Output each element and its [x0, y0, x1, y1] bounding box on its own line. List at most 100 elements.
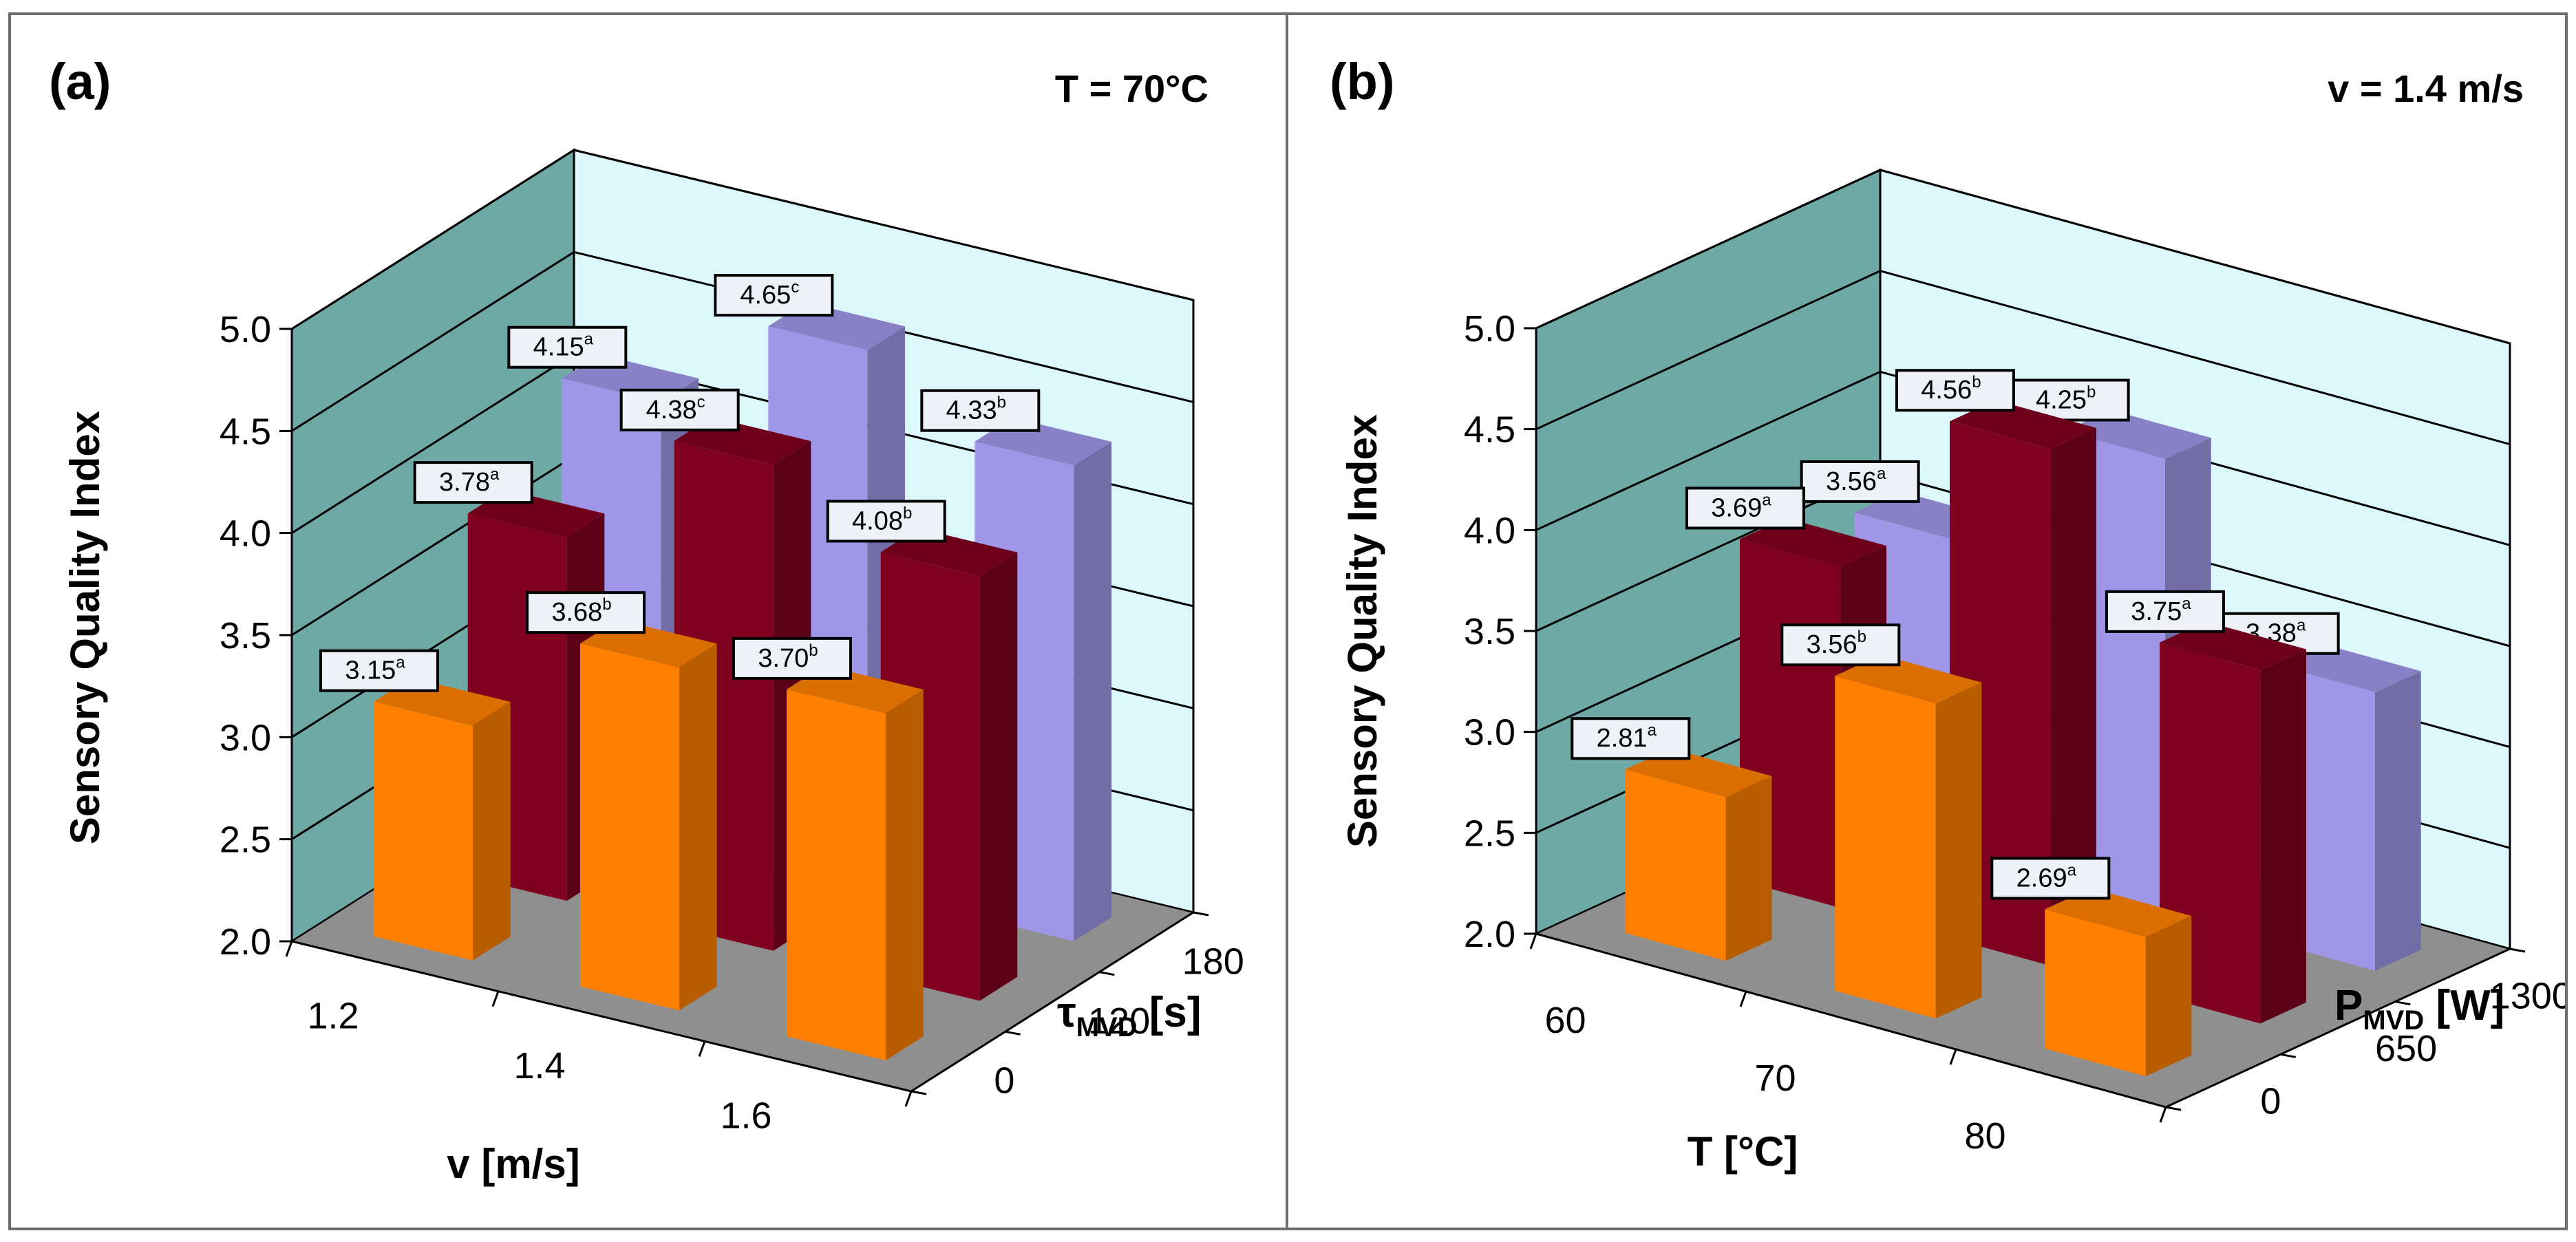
- z-series-label: 0: [2260, 1081, 2281, 1122]
- data-label-letter: b: [1972, 373, 1981, 392]
- y-tick-label: 3.0: [220, 717, 271, 758]
- data-label-letter: a: [2297, 617, 2306, 635]
- bar-side-face: [886, 689, 924, 1061]
- data-label-value: 4.65: [740, 281, 791, 310]
- bar-0-80: [2045, 888, 2192, 1077]
- y-tick-label: 2.0: [220, 921, 271, 963]
- data-label-text: 3.78a: [439, 465, 500, 497]
- bar-front-face: [787, 689, 886, 1061]
- bar-side-face: [979, 552, 1018, 1001]
- z-axis-title: τMVD [s]: [1057, 989, 1202, 1042]
- chart-a-svg: 2.0 2.5 3.0 3.5 4.0 4.5 5.0 1.2 1.4 1.6 0 120 180 4.1…: [49, 53, 1244, 1187]
- data-label: 4.08b: [826, 500, 946, 543]
- gridline: [291, 250, 1194, 432]
- data-label: 4.38c: [619, 388, 740, 431]
- data-label: 4.25b: [2010, 378, 2130, 422]
- data-label-value: 3.78: [439, 468, 490, 497]
- data-label-value: 4.33: [946, 396, 997, 425]
- data-label-value: 4.25: [2036, 386, 2087, 415]
- bar-front-face: [580, 643, 679, 1011]
- x-tick: [1739, 991, 1747, 1007]
- x-tick: [1949, 1049, 1957, 1065]
- x-tick: [698, 1040, 706, 1057]
- z-series-label: 120: [1088, 1000, 1150, 1042]
- x-category-label: 1.6: [720, 1095, 771, 1137]
- y-tick-label: 4.0: [1464, 510, 1515, 551]
- x-tick: [491, 991, 500, 1007]
- bar-top-face: [1740, 517, 1886, 567]
- data-label-letter: b: [809, 641, 818, 660]
- z-tick: [911, 1090, 927, 1095]
- z-axis-title: PMVD [W]: [2334, 982, 2504, 1036]
- z-series-label: 180: [1182, 941, 1244, 982]
- data-label: 3.69a: [1685, 486, 1805, 530]
- x-category-label: 60: [1544, 1000, 1586, 1041]
- z-axis-title-unit: [W]: [2424, 982, 2504, 1029]
- y-tick-label: 3.5: [220, 615, 271, 656]
- z-axis-title-unit: [s]: [1138, 989, 1202, 1036]
- panel-label: (b): [1330, 53, 1395, 110]
- x-tick: [2159, 1106, 2167, 1123]
- y-tick-label: 3.0: [1464, 712, 1515, 753]
- gridline: [1535, 370, 2511, 546]
- data-label-box: [1685, 486, 1805, 530]
- bar-side-face: [473, 701, 511, 961]
- data-label-letter: c: [791, 278, 799, 297]
- bar-side-face: [2260, 649, 2306, 1024]
- x-tick: [285, 941, 293, 957]
- data-label-value: 4.38: [646, 396, 697, 425]
- y-tick-label: 5.0: [1464, 308, 1515, 350]
- data-label: 3.75a: [2105, 590, 2225, 633]
- bar-top-face: [2045, 888, 2192, 937]
- z-tick: [1005, 1030, 1021, 1036]
- data-label-value: 3.69: [1711, 493, 1762, 522]
- bar-side-face: [1074, 441, 1111, 941]
- data-label: 2.81a: [1571, 717, 1691, 760]
- x-axis-title: v [m/s]: [447, 1141, 579, 1187]
- z-tick: [2280, 1053, 2296, 1058]
- data-label-letter: b: [997, 394, 1006, 412]
- data-label-text: 3.15a: [345, 654, 405, 685]
- chart-b-svg: 2.02.53.03.54.04.55.0607080065013003.56a…: [1330, 53, 2565, 1175]
- y-axis-title: Sensory Quality Index: [1339, 414, 1385, 848]
- z-tick: [2509, 947, 2526, 953]
- data-label-text: 4.38c: [646, 393, 705, 425]
- chart-panel-a: 2.0 2.5 3.0 3.5 4.0 4.5 5.0 1.2 1.4 1.6 0 120 180 4.1…: [8, 12, 1288, 1230]
- data-label-box: [732, 636, 852, 680]
- y-tick-label: 2.5: [1464, 813, 1515, 854]
- data-label-text: 4.25b: [2036, 383, 2096, 415]
- z-tick: [1193, 911, 1209, 917]
- z-axis-line: [911, 911, 1194, 1093]
- panel-label: (a): [49, 53, 111, 110]
- bar-top-face: [1625, 748, 1772, 797]
- data-label-letter: a: [396, 654, 405, 672]
- z-tick: [2165, 1106, 2182, 1111]
- bar-650-80: [2160, 621, 2306, 1024]
- z-axis-title-sub: MVD: [2363, 1005, 2424, 1036]
- bar-side-face: [679, 643, 717, 1011]
- data-label-box: [1990, 857, 2111, 900]
- y-tick-label: 2.0: [1464, 914, 1515, 955]
- bar-top-face: [1835, 654, 1982, 704]
- data-label-box: [413, 461, 533, 504]
- bar-top-face: [1950, 400, 2096, 449]
- z-axis-title-main: P: [2334, 982, 2363, 1029]
- bar-0-1.6: [787, 665, 924, 1061]
- bar-front-face: [1835, 676, 1936, 1019]
- data-label-text: 3.56b: [1807, 628, 1866, 659]
- data-label: 3.56a: [1800, 460, 1920, 503]
- data-label-box: [714, 274, 834, 317]
- data-label-box: [1780, 623, 1901, 667]
- data-label: 3.68b: [526, 591, 646, 634]
- data-label-letter: a: [2067, 861, 2077, 879]
- data-label-letter: a: [1877, 464, 1886, 483]
- z-tick: [1099, 971, 1115, 976]
- data-label-box: [2105, 590, 2225, 633]
- data-label-letter: a: [2182, 595, 2191, 613]
- y-tick-label: 4.5: [220, 411, 271, 452]
- bar-side-face: [2050, 427, 2096, 966]
- bar-front-face: [374, 701, 473, 961]
- x-tick: [1529, 933, 1537, 950]
- data-label-letter: a: [1762, 491, 1771, 509]
- bar-0-1.4: [580, 619, 717, 1011]
